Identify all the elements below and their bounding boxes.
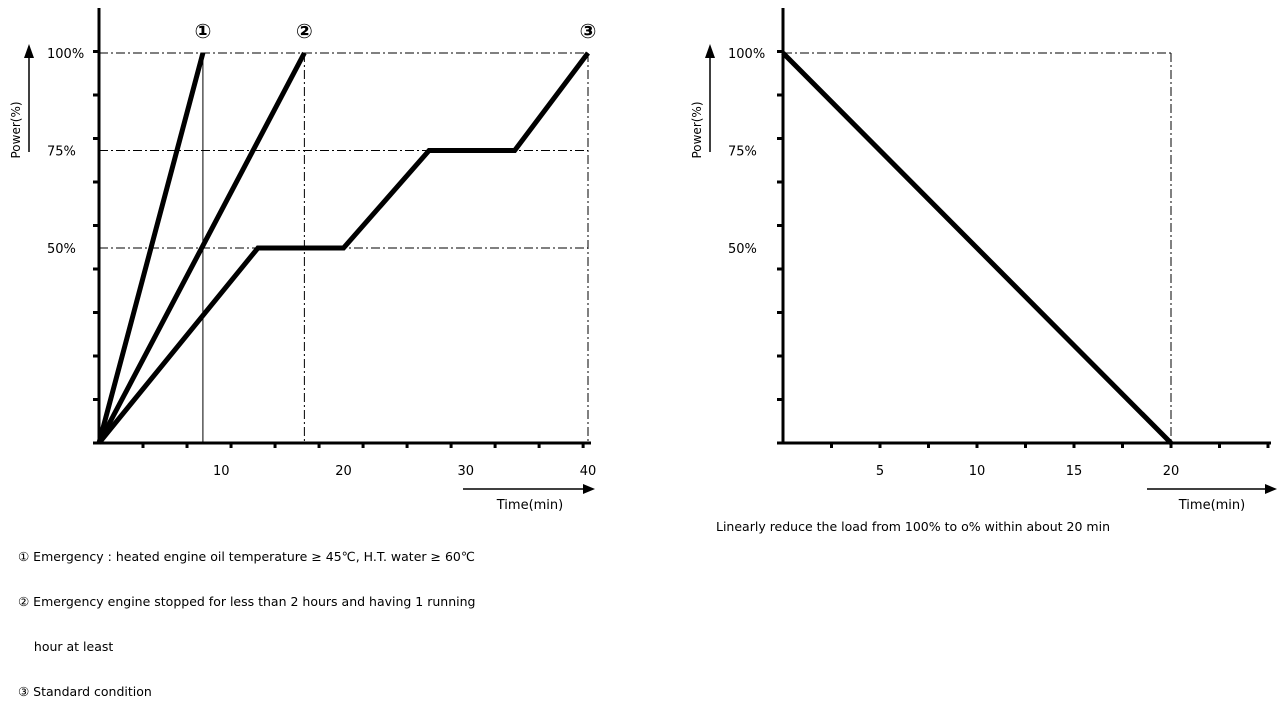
y-axis-label: Power(%)	[9, 101, 23, 158]
x-tick-label: 40	[580, 464, 597, 479]
y-axis-label: Power(%)	[690, 101, 704, 158]
charts-canvas: Power(%) 100% 75% 50% 10 20 30 40 Time(min) ① ② ③ P…	[9, 8, 1277, 513]
y-label-arrowhead	[705, 44, 715, 58]
series-line-1	[96, 52, 206, 444]
series-line-2	[96, 51, 307, 445]
y-label-arrowhead	[24, 44, 34, 58]
x-tick-label: 10	[213, 464, 230, 479]
y-tick-label: 50%	[47, 242, 76, 257]
x-label-arrowhead	[1265, 484, 1277, 494]
note-1: ① Emergency : heated engine oil temperat…	[18, 549, 475, 564]
x-tick-label: 20	[335, 464, 352, 479]
series-line-3	[97, 51, 590, 445]
note-2-continued: hour at least	[18, 639, 114, 654]
note-2: ② Emergency engine stopped for less than…	[18, 594, 476, 609]
x-axis-label: Time(min)	[1178, 498, 1245, 513]
series-line-1	[781, 51, 1173, 445]
y-tick-label: 100%	[728, 47, 765, 62]
x-label-arrowhead	[583, 484, 595, 494]
x-axis-label: Time(min)	[496, 498, 563, 513]
x-tick-label: 5	[876, 464, 884, 479]
x-tick-label: 15	[1066, 464, 1083, 479]
chart-1-notes: ① Emergency : heated engine oil temperat…	[18, 519, 475, 714]
x-tick-label: 20	[1163, 464, 1180, 479]
chart-load-reduction: Power(%) 100% 75% 50% 5 10 15 20 Time(min)	[690, 8, 1277, 513]
y-tick-label: 100%	[47, 47, 84, 62]
y-tick-label: 75%	[728, 145, 757, 160]
series-label-3: ③	[580, 19, 597, 43]
x-tick-label: 10	[969, 464, 986, 479]
chart-startup-curves: Power(%) 100% 75% 50% 10 20 30 40 Time(min) ① ② ③	[9, 8, 596, 513]
y-tick-label: 75%	[47, 145, 76, 160]
chart-2-caption: Linearly reduce the load from 100% to o%…	[716, 519, 1110, 534]
series-label-2: ②	[296, 19, 313, 43]
note-3: ③ Standard condition	[18, 684, 152, 699]
x-tick-label: 30	[457, 464, 474, 479]
series-label-1: ①	[194, 19, 211, 43]
y-tick-label: 50%	[728, 242, 757, 257]
